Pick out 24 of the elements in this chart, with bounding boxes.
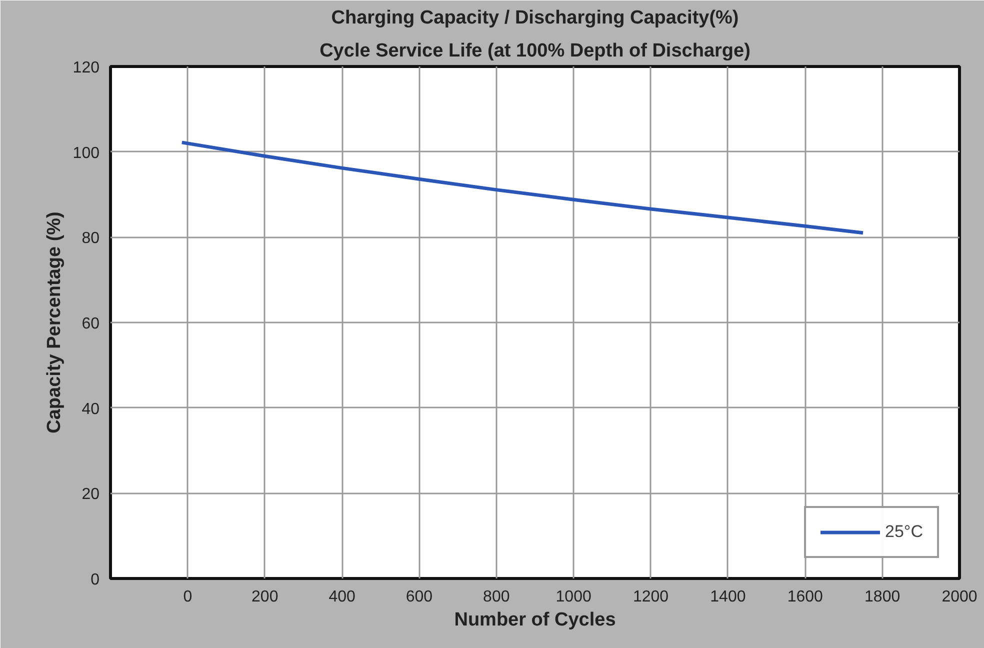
x-tick-label: 1800 xyxy=(864,588,900,606)
x-tick-label: 2000 xyxy=(942,588,978,606)
line-series xyxy=(180,140,865,235)
y-tick-label: 20 xyxy=(82,486,100,504)
y-tick-label: 80 xyxy=(82,230,100,248)
x-tick-label: 1200 xyxy=(632,588,669,606)
x-tick-label: 1400 xyxy=(710,588,746,606)
y-axis-title: Capacity Percentage (%) xyxy=(44,212,65,434)
x-axis-title: Number of Cycles xyxy=(454,610,616,630)
legend-label: 25°C xyxy=(885,522,923,542)
x-tick-label: 600 xyxy=(406,588,433,606)
chart-title: Charging Capacity / Discharging Capacity(%) xyxy=(331,8,739,28)
x-tick-label: 1600 xyxy=(787,588,824,606)
x-tick-label: 800 xyxy=(483,588,510,606)
x-tick-label: 400 xyxy=(328,588,356,606)
y-tick-label: 40 xyxy=(82,400,100,418)
y-tick-label: 120 xyxy=(72,60,100,76)
y-tick-label: 60 xyxy=(82,316,100,332)
x-tick-label: 1000 xyxy=(556,588,592,606)
y-tick-label: 0 xyxy=(90,572,100,588)
chart-subtitle: Cycle Service Life (at 100% Depth of Discharge) xyxy=(320,40,750,62)
y-tick-label: 100 xyxy=(72,144,100,162)
x-tick-label: 0 xyxy=(183,588,192,606)
x-tick-label: 200 xyxy=(252,588,278,606)
